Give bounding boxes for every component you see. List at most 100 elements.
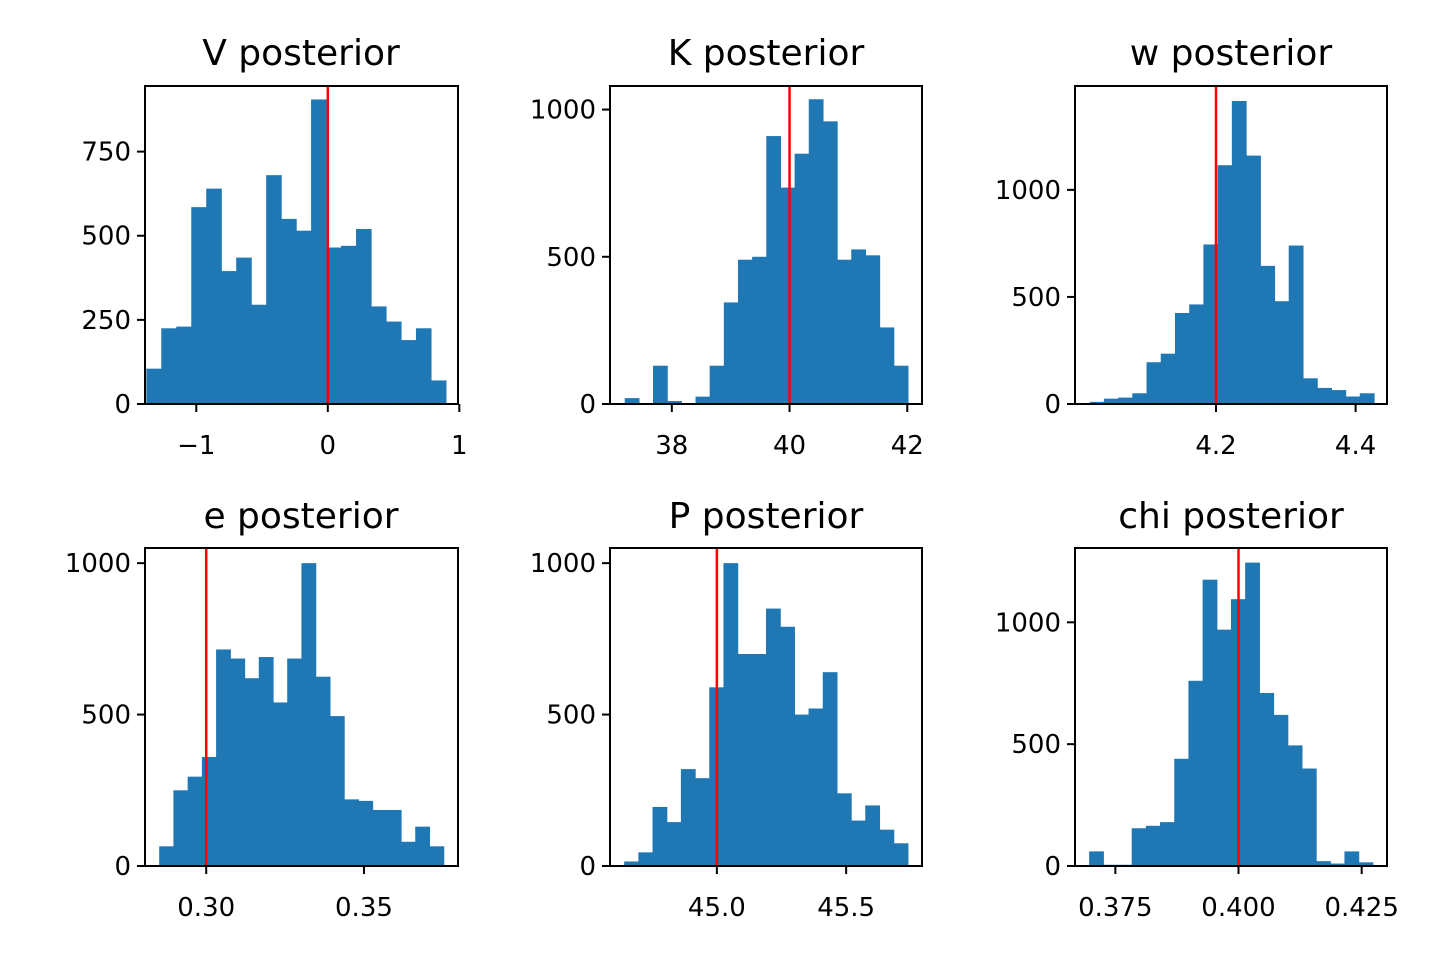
histogram-bar <box>341 245 357 404</box>
histogram-bar <box>1160 822 1175 866</box>
histogram-bar <box>865 255 881 404</box>
histogram-bar <box>1131 828 1147 866</box>
histogram-bar <box>737 259 753 404</box>
histogram-bar <box>1174 312 1190 404</box>
histogram-bar <box>652 806 668 866</box>
histogram-bar <box>666 822 682 866</box>
histogram-bar <box>879 829 895 866</box>
histogram-bar <box>1202 579 1218 866</box>
x-tick-label: 45.5 <box>817 893 875 923</box>
histogram-bar <box>751 654 767 866</box>
y-tick-label: 1000 <box>995 176 1061 206</box>
x-tick-label: 0.400 <box>1201 893 1275 923</box>
histogram-bar <box>865 805 881 866</box>
histogram-bar <box>1231 100 1247 405</box>
histogram-bar <box>315 676 331 866</box>
histogram-bar <box>187 776 203 866</box>
histogram-bar <box>371 306 387 404</box>
histogram-bar <box>808 99 824 404</box>
x-tick-label: 38 <box>655 431 688 461</box>
histogram-bar <box>206 188 222 404</box>
axes-frame <box>1074 85 1388 405</box>
histogram-bar <box>1344 851 1360 866</box>
histogram-bar <box>236 257 252 404</box>
axes-frame <box>144 547 459 867</box>
histogram-bar <box>386 809 402 866</box>
x-tick-label: 4.4 <box>1335 431 1376 461</box>
y-tick-label: 1000 <box>65 549 131 579</box>
y-tick-label: 1000 <box>995 608 1061 638</box>
histogram-bar <box>329 716 345 866</box>
histogram-bar <box>1246 155 1261 404</box>
x-tick-label: 0.375 <box>1078 893 1152 923</box>
y-tick-label: 500 <box>546 701 596 731</box>
histogram-bar <box>695 396 711 404</box>
histogram-bar <box>1358 862 1374 866</box>
subplot-e-posterior: e posterior 0.30 0.35 0 500 1000 <box>65 496 459 923</box>
histogram-bar <box>430 380 447 404</box>
y-tick-label: 500 <box>1011 730 1061 760</box>
histogram-bar <box>709 365 725 404</box>
x-tick-label: 4.2 <box>1195 431 1236 461</box>
histogram-bar <box>1245 562 1260 866</box>
histogram-bar <box>1089 851 1104 866</box>
subplot-k-posterior: K posterior 38 40 42 0 500 1000 <box>530 33 924 461</box>
axes-frame <box>609 547 923 867</box>
subplot-w-posterior: w posterior 4.2 4.4 0 500 1000 <box>995 33 1388 461</box>
histogram-bar <box>191 207 207 404</box>
x-tick-label: 45.0 <box>688 893 746 923</box>
x-tick-label: 1 <box>451 431 468 461</box>
x-tick-label: −1 <box>177 431 215 461</box>
histogram-bar <box>251 304 267 404</box>
histogram-bar <box>1217 165 1233 404</box>
histogram-bar <box>766 608 781 866</box>
y-tick-label: 0 <box>114 390 131 420</box>
x-tick-label: 0 <box>320 431 337 461</box>
histogram-bar <box>893 365 909 404</box>
histogram-bar <box>1216 629 1232 866</box>
histogram-bar <box>415 328 432 404</box>
histogram-bar <box>258 657 274 866</box>
histogram-bar <box>266 175 282 404</box>
subplot-title: chi posterior <box>1118 496 1344 537</box>
histogram-bar <box>837 259 852 404</box>
y-tick-label: 750 <box>81 138 131 168</box>
histogram-bar <box>766 136 782 404</box>
histogram-bar <box>1089 401 1105 404</box>
histogram-bar <box>653 365 668 404</box>
subplot-title: e posterior <box>203 496 398 537</box>
histogram-bar <box>311 99 327 405</box>
x-tick-label: 0.30 <box>177 893 235 923</box>
histogram-bar <box>146 368 162 404</box>
histogram-bar <box>780 187 796 404</box>
histogram-bar <box>159 846 175 866</box>
histogram-bar <box>1259 692 1275 866</box>
histogram-bar <box>1132 393 1148 404</box>
histogram-bar <box>794 153 810 404</box>
histogram-bar <box>216 649 231 866</box>
y-tick-label: 500 <box>546 243 596 273</box>
histogram-bar <box>356 229 372 404</box>
histogram-bar <box>1260 265 1276 404</box>
subplot-v-posterior: V posterior −1 0 1 0 250 500 750 <box>81 33 467 461</box>
histogram-bar <box>287 658 303 866</box>
histogram-bar <box>723 563 739 866</box>
histogram-bar <box>1174 758 1190 866</box>
y-tick-label: 500 <box>81 701 131 731</box>
x-tick-label: 42 <box>891 431 924 461</box>
histogram-bar <box>1103 398 1119 404</box>
histogram-bar <box>1145 825 1161 866</box>
y-tick-label: 500 <box>81 222 131 252</box>
histogram-bar <box>358 800 374 866</box>
axes-frame <box>1074 547 1388 867</box>
histogram-bar <box>1359 393 1375 404</box>
histogram-bar <box>296 230 312 404</box>
y-tick-label: 0 <box>1044 852 1061 882</box>
histogram-bar <box>1189 304 1204 404</box>
histogram-bar <box>400 340 417 404</box>
histogram-bar <box>244 678 260 866</box>
y-tick-label: 500 <box>1011 283 1061 313</box>
histogram-bar <box>1317 387 1332 404</box>
histogram-bar <box>1345 396 1361 404</box>
histogram-bar <box>344 799 359 866</box>
